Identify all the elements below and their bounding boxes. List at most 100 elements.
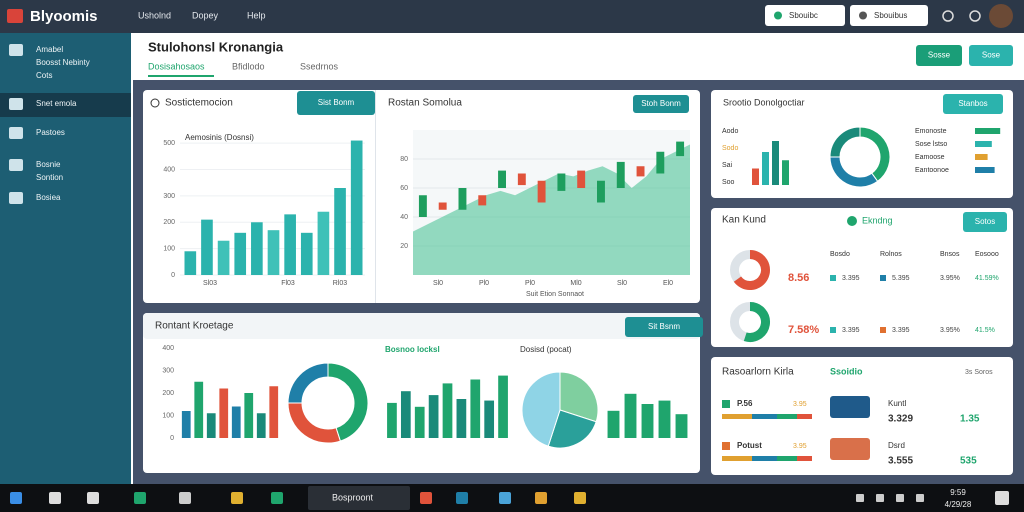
y-tick-label: 200 — [162, 390, 174, 397]
cell-value: 3.395 — [842, 275, 860, 282]
avatar[interactable] — [989, 4, 1013, 28]
taskbar-icon[interactable] — [456, 492, 468, 504]
button[interactable] — [969, 45, 1013, 66]
tab[interactable]: Dosisahosaos — [148, 61, 205, 71]
button[interactable] — [633, 95, 689, 113]
resource-amount: 3.555 — [888, 456, 913, 467]
button[interactable] — [625, 317, 703, 337]
y-tick-label: 100 — [162, 412, 174, 419]
button-label[interactable]: Sit Bsnm — [648, 322, 680, 331]
sidebar-item[interactable]: Bosiea — [36, 193, 61, 202]
taskbar-icon[interactable] — [231, 492, 243, 504]
candle — [458, 188, 467, 210]
button[interactable] — [297, 91, 375, 115]
bar — [975, 141, 992, 147]
button[interactable] — [963, 212, 1007, 232]
row-value: 3.95 — [793, 443, 807, 450]
bar — [470, 379, 481, 438]
legend-label: Sose lstso — [915, 141, 947, 148]
taskbar-icon[interactable] — [535, 492, 547, 504]
bar — [244, 393, 254, 438]
column-header: Rolnos — [880, 251, 902, 258]
button-label[interactable]: Stoh Bonm — [641, 99, 681, 108]
tab[interactable]: Bfidlodo — [232, 61, 265, 71]
x-tick-label: Pl0 — [525, 280, 535, 287]
taskbar-icon[interactable] — [87, 492, 99, 504]
taskbar-icon[interactable] — [10, 492, 22, 504]
bar — [456, 399, 467, 438]
bar — [334, 188, 346, 275]
icon[interactable] — [969, 10, 981, 22]
button[interactable] — [916, 45, 962, 66]
bar — [300, 232, 313, 275]
button-label[interactable]: Sose — [982, 51, 1001, 60]
bar — [975, 154, 988, 160]
taskbar-icon[interactable] — [49, 492, 61, 504]
bar — [675, 414, 688, 438]
notification-icon[interactable] — [995, 491, 1009, 505]
button-label[interactable]: Stanbos — [958, 99, 987, 108]
button-label[interactable]: Sotos — [975, 217, 995, 226]
button-label[interactable]: Sist Bonm — [318, 98, 355, 107]
button-label[interactable]: Sbouibus — [874, 11, 907, 20]
icon[interactable] — [942, 10, 954, 22]
sidebar-item[interactable]: Bosnie — [36, 160, 61, 169]
candle — [577, 170, 586, 188]
taskbar-icon[interactable] — [574, 492, 586, 504]
sidebar-item: Boosst Nebinty — [36, 58, 90, 67]
taskbar-icon[interactable] — [134, 492, 146, 504]
taskbar-app-label[interactable]: Bosproont — [332, 492, 374, 502]
candle — [597, 180, 605, 203]
taskbar — [0, 484, 1024, 512]
status: Ekndng — [862, 215, 893, 225]
bar — [772, 141, 779, 185]
donut-segment — [829, 126, 861, 158]
nav-link[interactable]: Dopey — [192, 10, 219, 20]
bar — [782, 160, 789, 185]
candle — [616, 161, 625, 188]
taskbar-icon[interactable] — [179, 492, 191, 504]
resource-name: Kuntl — [888, 399, 906, 408]
taskbar-icon[interactable] — [420, 492, 432, 504]
taskbar-app[interactable] — [308, 486, 410, 510]
sidebar-item[interactable]: Pastoes — [36, 128, 65, 137]
nav-link[interactable]: Help — [247, 10, 266, 20]
card-title: Kan Kund — [722, 215, 766, 226]
button[interactable] — [765, 5, 845, 26]
bar — [428, 395, 439, 438]
card-title: Rontant Kroetage — [155, 321, 234, 332]
chart-title: Rostan Somolua — [388, 98, 462, 109]
resource-change: 535 — [960, 456, 977, 467]
button[interactable] — [850, 5, 928, 26]
bar — [387, 402, 397, 438]
row-value: 3.95 — [793, 401, 807, 408]
taskbar-icon[interactable] — [271, 492, 283, 504]
chart-title: Bosnoo locksl — [385, 345, 440, 354]
sidebar-item[interactable]: Amabel — [36, 45, 63, 54]
taskbar-icon[interactable] — [499, 492, 511, 504]
bar — [317, 211, 330, 275]
tab[interactable]: Ssedrnos — [300, 61, 339, 71]
nav-link[interactable]: Usholnd — [138, 10, 171, 20]
y-tick-label: 100 — [163, 245, 175, 252]
bar — [184, 251, 197, 275]
candle — [557, 173, 566, 191]
button-label[interactable]: Sosse — [928, 51, 951, 60]
button-label[interactable]: Sbouibc — [789, 11, 818, 20]
button[interactable] — [943, 94, 1003, 114]
progress-segment — [722, 414, 752, 419]
candle — [498, 170, 506, 188]
chart-title: Aemosinis (Dosnsi) — [185, 133, 254, 142]
bar — [624, 393, 637, 438]
candle — [438, 202, 447, 210]
sidebar-item[interactable]: Snet emola — [36, 99, 77, 108]
bar — [251, 222, 263, 275]
candle — [537, 180, 546, 203]
bar — [484, 400, 495, 438]
card-title: Rasoarlorn Kirla — [722, 367, 794, 378]
chart-title: Dosisd (pocat) — [520, 345, 572, 354]
card — [711, 208, 1013, 347]
progress-segment — [797, 414, 812, 419]
cell-swatch — [830, 327, 836, 333]
candle — [676, 141, 685, 157]
